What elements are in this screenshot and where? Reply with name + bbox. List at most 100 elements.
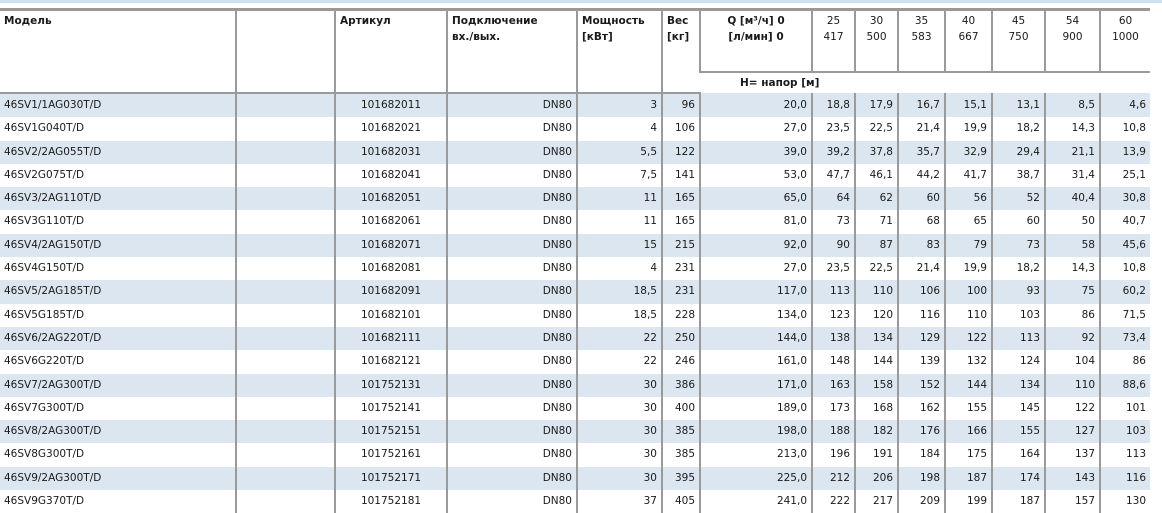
cell-head-q25: 18,8 <box>811 93 855 118</box>
cell-connection: DN80 <box>446 233 577 258</box>
table-row: 46SV7/2AG300T/D 101752131 DN80 30 386 171,0 16… <box>0 373 1150 397</box>
cell-article: 101682121 <box>334 350 447 374</box>
cell-head-q25: 123 <box>811 303 855 327</box>
cell-head-q30: 37,8 <box>854 140 898 164</box>
cell-head-q30: 191 <box>854 443 898 467</box>
cell-empty <box>235 466 335 491</box>
cell-connection: DN80 <box>446 210 577 234</box>
cell-head-q30: 134 <box>854 326 898 351</box>
cell-empty <box>235 420 335 444</box>
cell-weight: 386 <box>661 373 700 397</box>
cell-model: 46SV2/2AG055T/D <box>0 140 236 164</box>
cell-model: 46SV9G370T/D <box>4 495 85 508</box>
header-row: Модель Артикул Подключение вх./вых. Мощно… <box>0 9 1150 94</box>
cell-article: 101752161 <box>334 443 447 467</box>
cell-head-q25: 23,5 <box>811 117 855 141</box>
cell-head-q54: 31,4 <box>1044 163 1100 188</box>
cell-head-q35: 129 <box>897 326 945 351</box>
header-model: Модель <box>0 9 236 94</box>
cell-head-q45: 145 <box>991 396 1045 421</box>
cell-head-q35: 68 <box>897 210 945 234</box>
cell-power: 22 <box>576 350 662 374</box>
cell-head-q45: 113 <box>991 326 1045 351</box>
cell-weight: 231 <box>661 257 700 281</box>
table-row: 46SV8/2AG300T/D 101752151 DN80 30 385 198,0 18… <box>0 420 1150 444</box>
cell-head-q60: 130 <box>1099 490 1150 513</box>
cell-empty <box>235 140 335 164</box>
cell-connection: DN80 <box>446 350 577 374</box>
table-row: 46SV6G220T/D 101682121 DN80 22 246 161,0 148 14… <box>0 350 1150 374</box>
cell-head-q45: 164 <box>991 443 1045 467</box>
cell-weight: 385 <box>661 443 700 467</box>
cell-weight: 400 <box>661 396 700 421</box>
cell-head-q60: 101 <box>1099 396 1150 421</box>
cell-head-q60: 73,4 <box>1099 326 1150 351</box>
table-row: 46SV6/2AG220T/D 101682111 DN80 22 250 144,0 13… <box>0 326 1150 351</box>
cell-head-q60: 25,1 <box>1099 163 1150 188</box>
cell-empty <box>235 373 335 397</box>
cell-head-q40: 19,9 <box>944 257 992 281</box>
cell-head-q40: 175 <box>944 443 992 467</box>
header-head: H= напор [м] <box>700 71 1150 93</box>
cell-weight: 405 <box>661 490 700 513</box>
cell-head-q54: 157 <box>1044 490 1100 513</box>
cell-model: 46SV4/2AG150T/D <box>0 233 236 258</box>
cell-head-q35: 35,7 <box>897 140 945 164</box>
table-row: 46SV4G150T/D 101682081 DN80 4 231 27,0 23,5 22,… <box>0 257 1150 281</box>
cell-head-q30: 120 <box>854 303 898 327</box>
cell-head-q35: 44,2 <box>897 163 945 188</box>
cell-head-q60: 71,5 <box>1099 303 1150 327</box>
cell-head-q30: 144 <box>854 350 898 374</box>
cell-head-q0: 53,0 <box>699 163 812 188</box>
cell-head-q45: 18,2 <box>991 257 1045 281</box>
header-q-45: 45 750 <box>991 9 1045 73</box>
cell-head-q30: 110 <box>854 280 898 304</box>
cell-model: 46SV7/2AG300T/D <box>0 373 236 397</box>
header-power: Мощность [кВт] <box>576 9 662 94</box>
cell-head-q25: 188 <box>811 420 855 444</box>
cell-weight: 231 <box>661 280 700 304</box>
table-row: 46SV3G110T/D 101682061 DN80 11 165 81,0 73 71 68… <box>0 210 1150 234</box>
cell-empty <box>235 210 335 234</box>
cell-article: 101682071 <box>334 233 447 258</box>
cell-weight: 141 <box>661 163 700 188</box>
cell-head-q60: 10,8 <box>1099 117 1150 141</box>
cell-model: 46SV6/2AG220T/D <box>0 326 236 351</box>
cell-head-q25: 73 <box>811 210 855 234</box>
cell-empty <box>235 396 335 421</box>
cell-head-q40: 100 <box>944 280 992 304</box>
cell-model: 46SV9/2AG300T/D <box>0 466 236 491</box>
cell-head-q0: 117,0 <box>699 280 812 304</box>
cell-head-q54: 127 <box>1044 420 1100 444</box>
cell-empty <box>235 117 335 141</box>
cell-head-q25: 23,5 <box>811 257 855 281</box>
cell-empty <box>235 443 335 467</box>
cell-empty <box>235 326 335 351</box>
cell-head-q0: 20,0 <box>699 93 812 118</box>
cell-weight: 122 <box>661 140 700 164</box>
cell-head-q60: 4,6 <box>1099 93 1150 118</box>
cell-head-q35: 16,7 <box>897 93 945 118</box>
cell-weight: 228 <box>661 303 700 327</box>
cell-article: 101682051 <box>334 187 447 211</box>
cell-weight: 165 <box>661 187 700 211</box>
cell-model: 46SV1/1AG030T/D <box>0 93 236 118</box>
cell-head-q45: 13,1 <box>991 93 1045 118</box>
cell-head-q0: 81,0 <box>699 210 812 234</box>
cell-head-q60: 103 <box>1099 420 1150 444</box>
cell-head-q40: 132 <box>944 350 992 374</box>
cell-head-q30: 71 <box>854 210 898 234</box>
header-q0: Q [м³/ч] 0 [л/мин] 0 <box>699 9 812 73</box>
cell-power: 18,5 <box>576 303 662 327</box>
header-q-40: 40 667 <box>944 9 992 73</box>
cell-head-q54: 14,3 <box>1044 117 1100 141</box>
cell-head-q0: 225,0 <box>699 466 812 491</box>
cell-head-q0: 39,0 <box>699 140 812 164</box>
cell-head-q54: 86 <box>1044 303 1100 327</box>
header-q-30: 30 500 <box>854 9 898 73</box>
cell-head-q54: 14,3 <box>1044 257 1100 281</box>
header-q-60: 60 1000 <box>1099 9 1150 73</box>
cell-head-q35: 116 <box>897 303 945 327</box>
cell-head-q45: 174 <box>991 466 1045 491</box>
cell-head-q45: 155 <box>991 420 1045 444</box>
